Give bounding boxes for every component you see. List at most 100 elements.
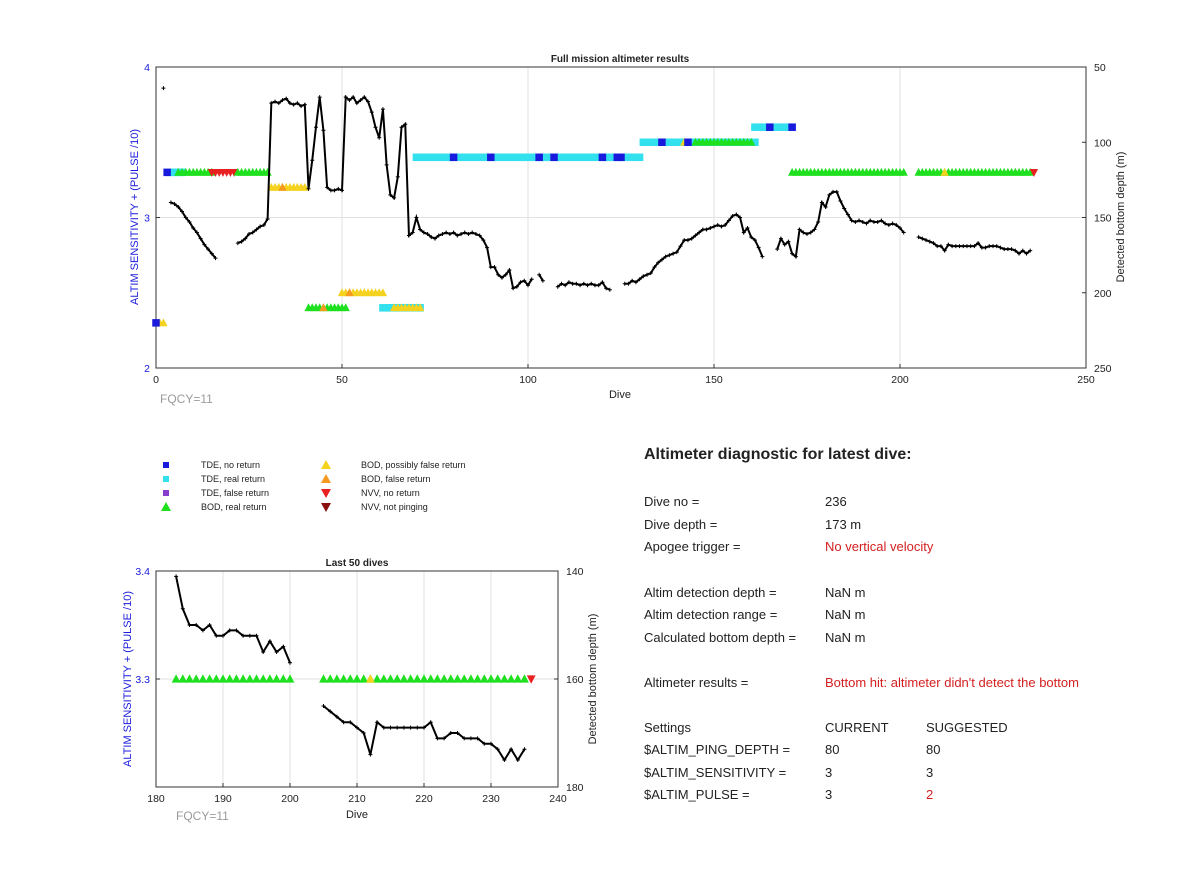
- bod-real-return-marker: [332, 674, 342, 683]
- bottom-depth-point: [310, 158, 315, 163]
- bod-real-return-marker: [379, 674, 389, 683]
- bottom-depth-point: [797, 227, 802, 232]
- bottom-depth-point: [1028, 248, 1033, 253]
- bod-real-return-marker: [272, 674, 281, 683]
- nvv-no-return-marker: [1029, 168, 1039, 177]
- last50-chart-ylabel-left: ALTIM SENSITIVITY + (PULSE /10): [122, 591, 134, 767]
- last50-chart-ylabel-right: Detected bottom depth (m): [587, 614, 599, 745]
- y-right-tick-label: 250: [1094, 363, 1112, 375]
- last50-chart-fqcy-note: FQCY=11: [176, 809, 229, 823]
- bod-real-return-marker: [252, 674, 261, 683]
- bottom-depth-point: [845, 212, 850, 217]
- bottom-depth-point: [473, 232, 478, 237]
- bottom-depth-point: [518, 280, 523, 285]
- bod-real-return-marker: [466, 674, 476, 683]
- bottom-depth-point: [868, 218, 873, 223]
- apogee-trigger-label: Apogee trigger =: [644, 539, 741, 554]
- bottom-depth-point: [422, 725, 426, 730]
- bottom-depth-point: [369, 110, 374, 115]
- bottom-depth-point: [455, 731, 460, 735]
- nvv-no-return-marker: [526, 675, 536, 684]
- x-tick-label: 240: [549, 793, 567, 805]
- full-mission-chart: Full mission altimeter results 0 50 100 150…: [129, 54, 1127, 406]
- bottom-depth-point: [875, 220, 880, 225]
- y-right-tick-label: 140: [566, 566, 584, 578]
- bod-real-return-marker: [232, 674, 241, 683]
- bottom-depth-point: [871, 220, 876, 225]
- bottom-depth-point: [931, 241, 936, 246]
- bottom-depth-point: [515, 758, 520, 762]
- bottom-depth-point: [440, 232, 445, 237]
- marker-legend: TDE, no return TDE, real return TDE, fal…: [160, 455, 520, 525]
- bod-possibly-false-return-marker: [378, 288, 388, 297]
- bottom-depth-point: [284, 96, 289, 101]
- bod-real-return-marker: [392, 674, 402, 683]
- bottom-depth-point: [860, 220, 865, 225]
- bod-false-return-marker: [278, 182, 287, 191]
- full-chart-ylabel-right: Detected bottom depth (m): [1115, 152, 1127, 283]
- bottom-depth-point: [207, 623, 212, 627]
- bottom-depth-point: [526, 283, 530, 288]
- bottom-depth-point: [604, 286, 609, 291]
- tde-real-return-marker: [751, 138, 759, 146]
- calculated-bottom-depth-value: NaN m: [825, 630, 866, 645]
- x-tick-label: 180: [147, 793, 165, 805]
- bottom-depth-point: [392, 195, 397, 200]
- bottom-depth-point: [734, 212, 739, 217]
- bottom-depth-line: [175, 576, 291, 664]
- bottom-depth-point: [358, 98, 363, 103]
- bottom-depth-point: [849, 218, 854, 223]
- bottom-depth-point: [901, 230, 906, 235]
- bottom-depth-point: [570, 281, 575, 286]
- bottom-depth-point: [812, 227, 817, 232]
- bottom-depth-point: [475, 736, 480, 741]
- bottom-depth-point: [401, 725, 406, 730]
- y-right-tick-label: 160: [566, 674, 584, 686]
- bottom-depth-point: [425, 232, 430, 237]
- bottom-depth-point: [715, 223, 720, 228]
- bottom-depth-point: [368, 752, 373, 757]
- bottom-depth-point: [920, 236, 925, 241]
- bottom-depth-point: [403, 122, 408, 127]
- bottom-depth-point: [630, 278, 635, 283]
- bottom-depth-point: [626, 281, 631, 286]
- bod-real-return-marker: [339, 674, 348, 683]
- bottom-depth-point: [502, 758, 507, 762]
- bottom-depth-point: [1002, 247, 1007, 252]
- bod-real-return-marker: [473, 674, 482, 683]
- bottom-depth-point: [191, 226, 196, 231]
- sensitivity-suggested: 3: [926, 765, 934, 780]
- yellow-triangle-up-icon: [321, 460, 331, 469]
- bottom-depth-point: [206, 247, 211, 252]
- bottom-depth-point: [581, 281, 586, 286]
- bod-possibly-false-return-marker: [366, 674, 375, 683]
- bottom-depth-point: [786, 239, 791, 244]
- bottom-depth-point: [442, 736, 447, 741]
- tde-no-return-marker: [766, 123, 774, 131]
- bottom-depth-point: [265, 217, 270, 222]
- bod-possibly-false-return-marker: [940, 167, 949, 176]
- bottom-depth-point: [274, 650, 279, 654]
- bottom-depth-point: [987, 244, 992, 249]
- bottom-depth-point: [273, 99, 278, 104]
- bottom-depth-point: [693, 233, 698, 238]
- bod-real-return-marker: [386, 674, 395, 683]
- bottom-depth-point: [499, 275, 504, 280]
- bottom-depth-point: [343, 95, 348, 100]
- bod-real-return-marker: [238, 674, 248, 683]
- bottom-depth-point: [775, 247, 780, 252]
- ping-depth-label: $ALTIM_PING_DEPTH =: [644, 742, 791, 757]
- bottom-depth-point: [540, 278, 545, 283]
- bottom-depth-point: [674, 250, 679, 255]
- nvv-no-return-marker: [229, 168, 239, 177]
- bottom-depth-point: [741, 230, 746, 235]
- bottom-depth-point: [351, 95, 356, 100]
- bottom-depth-point: [622, 281, 627, 286]
- bod-real-return-marker: [345, 674, 355, 683]
- bottom-depth-point: [468, 736, 473, 741]
- pulse-current: 3: [825, 787, 833, 802]
- bottom-depth-point: [663, 254, 668, 259]
- bod-real-return-marker: [500, 674, 509, 683]
- bod-real-return-marker: [439, 674, 449, 683]
- bottom-depth-point: [299, 104, 304, 109]
